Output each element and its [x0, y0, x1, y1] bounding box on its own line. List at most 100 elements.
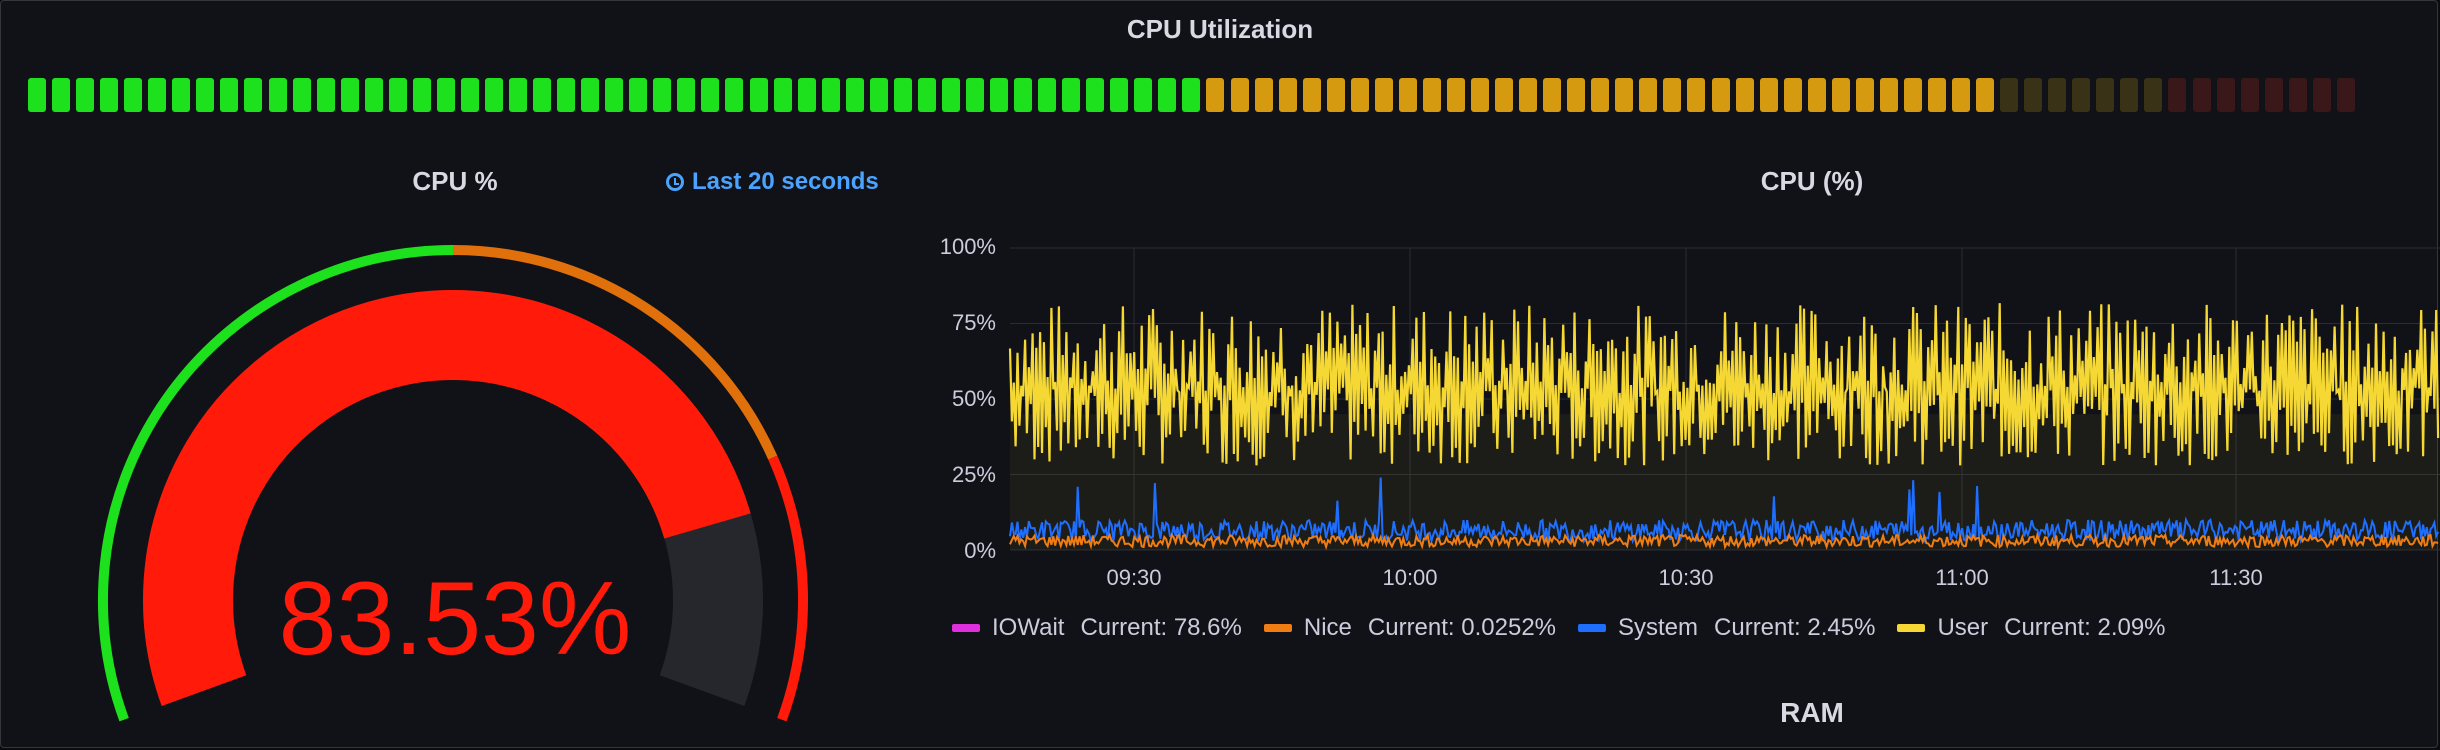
bar-gauge-cell — [1326, 78, 1345, 112]
legend-current-value: Current: 2.45% — [1714, 614, 1876, 641]
legend-current-value: Current: 2.09% — [2004, 614, 2166, 641]
bar-gauge-cell — [1615, 78, 1634, 112]
bar-gauge-cell — [220, 78, 239, 112]
legend-series-name: User — [1937, 614, 1989, 641]
bar-gauge-cell — [1446, 78, 1465, 112]
bar-gauge-cell — [1278, 78, 1297, 112]
bar-gauge-cell — [1976, 78, 1995, 112]
bar-gauge-cell — [629, 78, 648, 112]
bar-gauge-cell — [1639, 78, 1658, 112]
legend-swatch — [1897, 624, 1926, 632]
row-title[interactable]: CPU Utilization — [1126, 14, 1314, 44]
bar-gauge-cell — [52, 78, 71, 112]
time-range-info[interactable]: Last 20 seconds — [666, 168, 879, 196]
x-tick: 10:00 — [1382, 565, 1438, 590]
bar-gauge-cell — [1110, 78, 1129, 112]
bar-gauge-cell — [1158, 78, 1177, 112]
legend-item-nice[interactable]: Nice Current: 0.0252% — [1263, 614, 1556, 642]
bar-gauge-cell — [701, 78, 720, 112]
series-user-line — [1008, 303, 2440, 466]
bar-gauge-cell — [484, 78, 503, 112]
legend-series-name: IOWait — [992, 614, 1065, 641]
bar-gauge-cell — [2120, 78, 2139, 112]
bar-gauge-cell — [749, 78, 768, 112]
bar-gauge-cell — [797, 78, 816, 112]
bar-gauge-cell — [1927, 78, 1946, 112]
bar-gauge-cell — [1567, 78, 1586, 112]
cpu-gauge-title[interactable]: CPU % — [412, 166, 498, 196]
bar-gauge-cell — [1495, 78, 1514, 112]
legend-swatch — [1578, 624, 1606, 632]
legend-series-name: System — [1618, 614, 1699, 641]
bar-gauge-cell — [364, 78, 383, 112]
legend-item-user[interactable]: User Current: 2.09% — [1897, 614, 2166, 642]
bar-gauge-cell — [388, 78, 407, 112]
bar-gauge-cell — [1735, 78, 1754, 112]
cpu-timeseries-title[interactable]: CPU (%) — [1760, 166, 1864, 196]
bar-gauge-cell — [581, 78, 600, 112]
legend-swatch — [952, 624, 980, 632]
bar-gauge-cell — [677, 78, 696, 112]
bar-gauge-cell — [965, 78, 984, 112]
bar-gauge-cell — [1591, 78, 1610, 112]
bar-gauge-cell — [460, 78, 479, 112]
bar-gauge-cell — [1687, 78, 1706, 112]
bar-gauge-cell — [1062, 78, 1081, 112]
bar-gauge-cell — [1879, 78, 1898, 112]
cpu-timeseries-plot[interactable] — [920, 235, 2440, 555]
bar-gauge-cell — [2096, 78, 2115, 112]
bar-gauge-cell — [1350, 78, 1369, 112]
bar-gauge-cell — [1086, 78, 1105, 112]
gauge-value-arc — [143, 290, 751, 706]
bar-gauge-cell — [773, 78, 792, 112]
bar-gauge-cell — [1663, 78, 1682, 112]
bar-gauge-cell — [76, 78, 95, 112]
bar-gauge-cell — [292, 78, 311, 112]
bar-gauge-cell — [2072, 78, 2091, 112]
bar-gauge-cell — [1422, 78, 1441, 112]
bar-gauge-cell — [2336, 78, 2355, 112]
legend-current-value: Current: 78.6% — [1080, 614, 1242, 641]
legend-item-system[interactable]: System Current: 2.45% — [1578, 614, 1875, 642]
time-range-label: Last 20 seconds — [692, 168, 879, 195]
x-tick: 11:00 — [1935, 565, 1989, 590]
legend-swatch — [1263, 624, 1292, 632]
bar-gauge-cell — [725, 78, 744, 112]
bar-gauge-cell — [196, 78, 215, 112]
bar-gauge-cell — [1182, 78, 1201, 112]
y-tick: 25% — [951, 462, 996, 487]
clock-icon — [666, 173, 684, 191]
bar-gauge-cell — [2288, 78, 2307, 112]
bar-gauge-cell — [1038, 78, 1057, 112]
bar-gauge-cell — [1471, 78, 1489, 112]
series-nice-line — [1009, 531, 2439, 551]
bar-gauge-cell — [172, 78, 191, 112]
bar-gauge-cell — [1374, 78, 1393, 112]
bar-gauge-cell — [2312, 78, 2331, 112]
ram-panel-title[interactable]: RAM — [1780, 697, 1844, 728]
bar-gauge-cell — [653, 78, 672, 112]
bar-gauge-cell — [124, 78, 143, 112]
bar-gauge-cell — [2216, 78, 2235, 112]
bar-gauge-cell — [148, 78, 167, 112]
bar-gauge-cell — [412, 78, 431, 112]
bar-gauge-cell — [1302, 78, 1321, 112]
bar-gauge-cell — [100, 78, 119, 112]
bar-gauge-cell — [1807, 78, 1826, 112]
bar-gauge-cell — [1783, 78, 1802, 112]
gauge-value: 83.53% — [278, 561, 632, 677]
gauge-threshold-band — [98, 245, 454, 722]
bar-gauge-cell — [533, 78, 552, 112]
bar-gauge-cell — [1398, 78, 1417, 112]
bar-gauge-cell — [845, 78, 864, 112]
cpu-gauge — [98, 245, 808, 722]
bar-gauge-cell — [340, 78, 359, 112]
x-tick: 11:30 — [2209, 565, 2263, 590]
legend-item-iowait[interactable]: IOWait Current: 78.6% — [952, 614, 1242, 642]
bar-gauge-cell — [893, 78, 912, 112]
gauge-threshold-band — [768, 455, 808, 722]
bar-gauge-cell — [869, 78, 888, 112]
gauge-threshold-band — [452, 245, 778, 460]
bar-gauge-cell — [2048, 78, 2067, 112]
bar-gauge-cell — [1903, 78, 1922, 112]
